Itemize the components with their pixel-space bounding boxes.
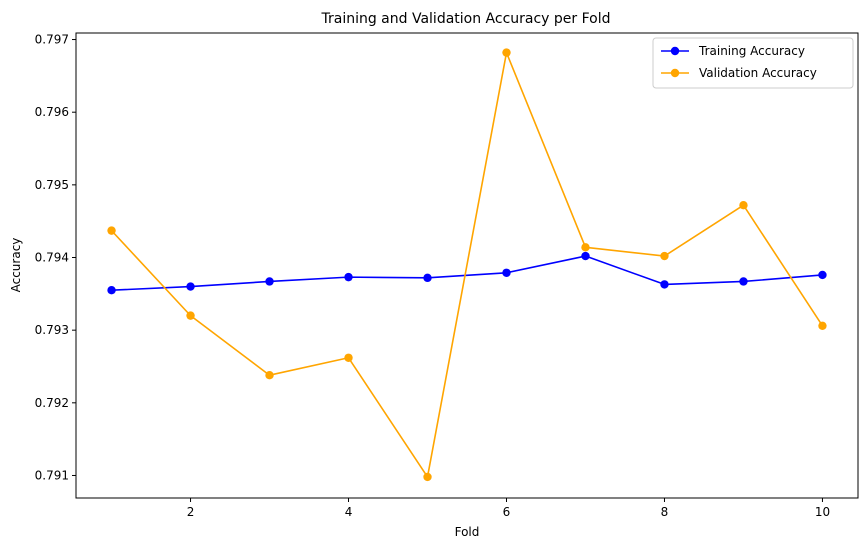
y-tick-label: 0.792	[35, 396, 69, 410]
validation-accuracy-point	[660, 251, 669, 261]
training-accuracy-point	[423, 273, 432, 283]
plot-frame	[75, 32, 859, 499]
training-accuracy-point	[818, 270, 827, 280]
validation-accuracy-point	[502, 48, 511, 57]
legend-marker-training-accuracy	[670, 46, 680, 56]
training-accuracy-line	[111, 255, 823, 292]
y-tick-label: 0.794	[35, 251, 69, 265]
y-tick-label: 0.795	[35, 178, 69, 192]
validation-accuracy-line	[110, 51, 824, 478]
training-accuracy-point	[739, 277, 748, 286]
training-accuracy-point	[581, 251, 590, 261]
legend-frame	[652, 37, 854, 89]
training-accuracy-point	[502, 268, 511, 277]
validation-accuracy-point	[581, 243, 590, 252]
x-tick-label: 10	[815, 505, 830, 519]
x-tick-label: 6	[503, 505, 511, 519]
x-tick-label: 8	[661, 505, 669, 519]
validation-accuracy-point	[818, 321, 827, 331]
validation-accuracy-point	[423, 472, 432, 482]
legend-label-training-accuracy: Training Accuracy	[698, 44, 805, 58]
training-accuracy-point	[186, 282, 195, 291]
training-accuracy-point	[344, 272, 353, 282]
legend-marker-validation-accuracy	[670, 68, 680, 78]
validation-accuracy-point	[344, 353, 353, 362]
y-tick-label: 0.796	[35, 105, 69, 119]
y-axis-label: Accuracy	[9, 238, 23, 293]
validation-accuracy-point	[265, 371, 274, 380]
validation-accuracy-point	[186, 311, 195, 320]
y-tick-label: 0.791	[35, 468, 69, 482]
y-tick-label: 0.793	[35, 323, 69, 337]
training-accuracy-point	[660, 280, 669, 289]
x-axis-label: Fold	[455, 525, 480, 539]
validation-accuracy-point	[739, 200, 748, 210]
training-accuracy-point	[265, 277, 274, 286]
validation-accuracy-point	[107, 226, 116, 235]
training-accuracy-point	[107, 286, 116, 295]
legend: Training Accuracy Validation Accuracy	[652, 37, 854, 89]
legend-label-validation-accuracy: Validation Accuracy	[699, 66, 817, 80]
y-tick-label: 0.797	[35, 33, 69, 47]
chart-title: Training and Validation Accuracy per Fol…	[320, 11, 610, 27]
x-tick-label: 4	[345, 505, 353, 519]
x-tick-label: 2	[187, 505, 195, 519]
